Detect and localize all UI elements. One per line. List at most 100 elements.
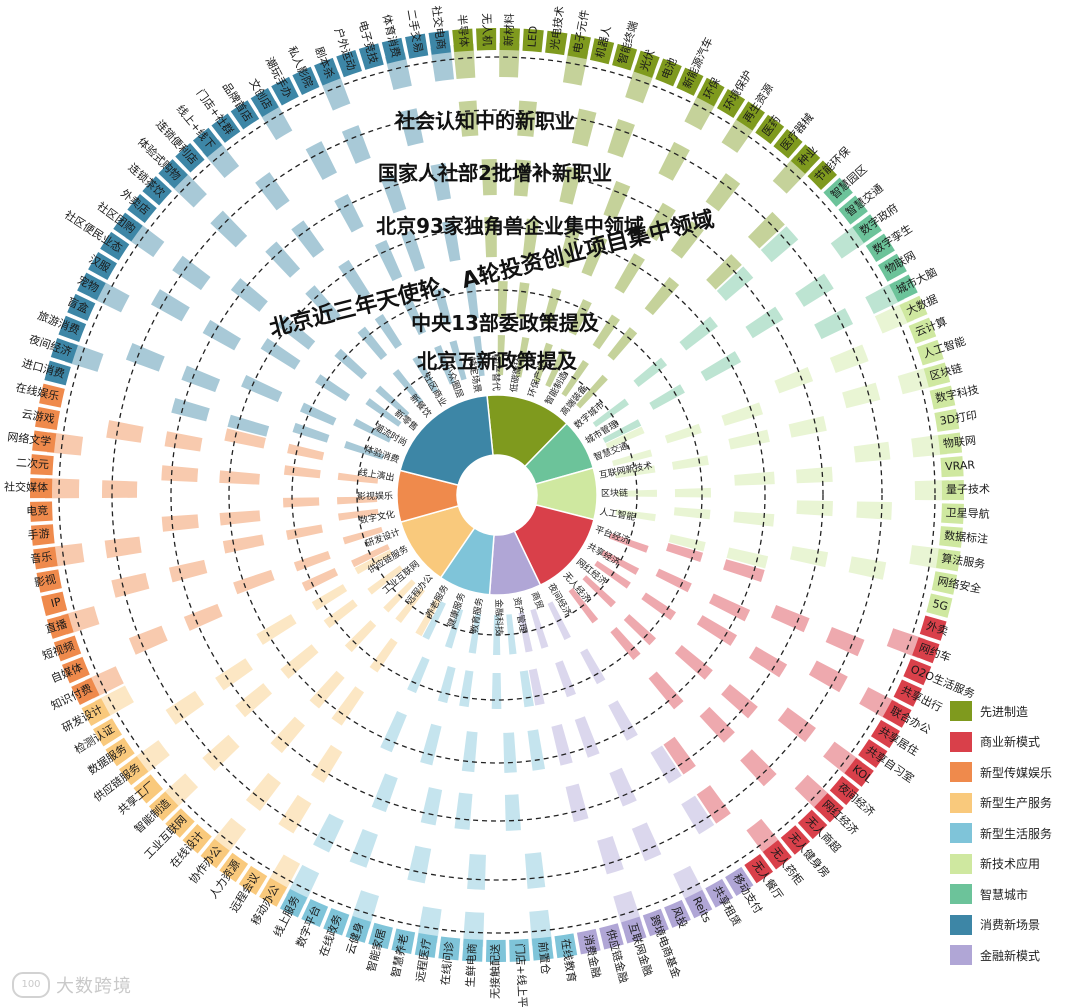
ring-bar (407, 845, 432, 884)
outer-item-label: 数字科技 (934, 382, 980, 405)
ring-bar (663, 736, 696, 775)
outer-item-label: 在线娱乐 (14, 380, 60, 403)
ring-bar (603, 180, 631, 220)
inner-segment-label: 区块链 (601, 487, 628, 499)
ring-bar (581, 235, 608, 277)
legend-swatch (950, 701, 972, 722)
ring-bar (856, 501, 892, 520)
inner-segment-label: 教育服务 (468, 597, 486, 634)
legend-item: 消费新场景 (950, 914, 1075, 937)
ring-bar (658, 141, 690, 181)
legend-item: 智慧城市 (950, 883, 1075, 906)
dashed-ring (356, 354, 638, 636)
ring-bar (504, 794, 521, 831)
inner-segment-label: 社区商业 (421, 371, 450, 408)
ring-bar (848, 556, 887, 580)
watermark: 100 大数跨境 (12, 972, 132, 998)
watermark-text: 大数跨境 (56, 976, 132, 997)
ring-bar (106, 420, 144, 443)
inner-segment-label: 商贸 (529, 590, 547, 611)
ring-bar (270, 716, 305, 754)
dashed-ring (228, 226, 766, 764)
ring-bar (369, 638, 398, 673)
ring-bar (592, 314, 620, 350)
ring-bar (681, 795, 715, 835)
ring-bar (633, 357, 668, 387)
outer-item-box (33, 546, 58, 570)
outer-item-box (919, 615, 947, 641)
outer-item-box (148, 791, 179, 822)
outer-item-box (554, 933, 578, 959)
outer-item-box (36, 569, 62, 593)
ring-bar (760, 226, 799, 263)
ring-bar (814, 308, 854, 340)
ring-bar (631, 822, 662, 862)
ring-bar (650, 745, 682, 784)
outer-item-box (81, 698, 111, 727)
ring-bar (696, 615, 738, 646)
ring-bar (607, 327, 638, 361)
ring-bar (420, 723, 442, 766)
ring-bar (334, 348, 368, 380)
ring-bar (649, 384, 685, 410)
outer-item-box (882, 699, 912, 728)
ring-bar (202, 319, 241, 351)
outer-item-box (642, 908, 669, 937)
ring-bar (458, 100, 479, 137)
ring-bars-group (45, 43, 949, 947)
outer-item-box (50, 337, 78, 364)
ring-bar (664, 423, 702, 444)
ring-bar (745, 306, 784, 339)
legend-label: 智慧城市 (980, 887, 1029, 902)
outer-item-box (926, 593, 953, 618)
ring-bar (291, 220, 325, 258)
ring-bar (338, 508, 379, 521)
ring-bar (568, 299, 592, 336)
dashed-ring (111, 109, 883, 881)
ring-bar (747, 211, 785, 249)
ring-bar (227, 414, 270, 437)
ring-bar (774, 367, 814, 394)
ring-bar (519, 670, 534, 708)
ring-bar (610, 626, 641, 660)
ring-bar (770, 605, 810, 633)
ring-bar (674, 645, 713, 680)
outer-item-label: 光电技术 (547, 5, 567, 50)
ring-bar (551, 724, 573, 766)
outer-item-label: 智能终端 (615, 19, 641, 65)
ring-bar (125, 342, 165, 372)
outer-item-label: 电竞 (26, 503, 48, 518)
outer-item-label: 消费金融 (581, 933, 604, 979)
dashed-ring (291, 289, 703, 701)
outer-item-label: 门店+线上平台 (513, 943, 531, 1008)
ring-bar (513, 159, 531, 197)
outer-item-box (716, 89, 746, 118)
ring-bar (829, 344, 869, 374)
outer-item-box (32, 430, 57, 453)
ring-bar (641, 592, 677, 621)
ring-bar (222, 534, 265, 554)
inner-segment-label: 健康服务 (445, 591, 468, 629)
outer-item-box (414, 933, 438, 958)
ring-bar (522, 218, 540, 260)
ring-bar (668, 534, 706, 552)
outer-item-label: 外卖 (925, 619, 950, 638)
ring-bar (576, 374, 608, 409)
outer-item-box (391, 928, 416, 955)
dashed-ring (58, 56, 936, 934)
legend-item: 新技术应用 (950, 853, 1075, 876)
inner-segment-label: 新餐饮 (407, 391, 434, 419)
outer-item-box (725, 866, 754, 896)
outer-item-label: 社交媒体 (4, 480, 48, 495)
outer-item-box (940, 456, 964, 478)
ring-title: 中央13部委政策提及 (411, 311, 600, 335)
ring-bar (48, 543, 85, 568)
outer-item-box (736, 101, 765, 131)
ring-bar (401, 230, 426, 272)
ring-bar (161, 514, 199, 532)
ring-bar (497, 335, 506, 376)
outer-item-box (633, 50, 660, 78)
legend-swatch (950, 945, 972, 966)
dashed-rings-group (58, 56, 936, 934)
outer-item-box (899, 295, 928, 323)
